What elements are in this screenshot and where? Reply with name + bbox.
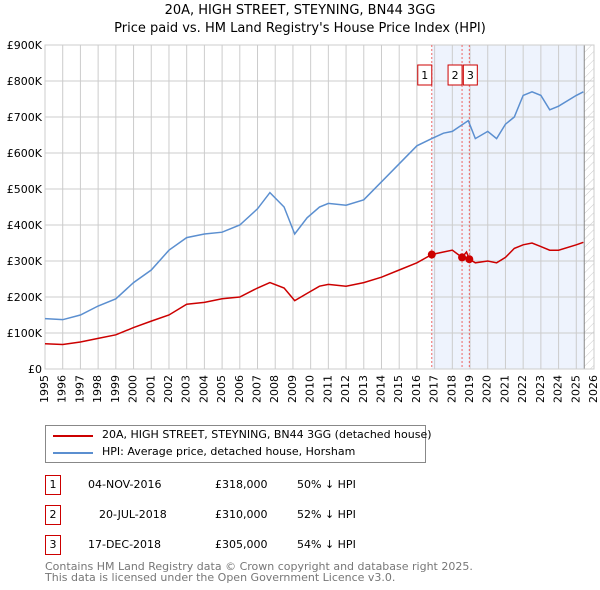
x-tick-label: 2025 (569, 375, 582, 403)
x-tick-label: 1999 (109, 375, 122, 403)
property-price-line (44, 241, 584, 346)
sale-label-box (447, 64, 463, 86)
y-tick-label: £0 (28, 363, 42, 376)
x-tick-label: 2003 (180, 375, 193, 403)
transaction-price: £318,000 (215, 478, 268, 491)
chart-subtitle: Price paid vs. HM Land Registry's House … (114, 21, 486, 36)
x-tick-label: 2020 (481, 375, 494, 403)
sale-label: 2 (452, 69, 459, 82)
transaction-price: £310,000 (215, 508, 268, 521)
x-tick-label: 2012 (339, 375, 352, 403)
x-tick-label: 2001 (144, 375, 157, 403)
x-tick-label: 2018 (445, 375, 458, 403)
x-tick-label: 2000 (127, 375, 140, 403)
shaded-region (431, 45, 585, 369)
sale-point (458, 253, 467, 262)
legend-label: 20A, HIGH STREET, STEYNING, BN44 3GG (de… (102, 428, 432, 441)
sale-label-box (462, 64, 478, 86)
x-tick-label: 2010 (304, 375, 317, 403)
x-tick-label: 2019 (463, 375, 476, 403)
transaction-date: 04-NOV-2016 (88, 478, 162, 491)
y-tick-label: £600K (7, 147, 43, 160)
x-tick-label: 2016 (410, 375, 423, 403)
sale-point (427, 250, 436, 259)
transaction-price: £305,000 (215, 538, 268, 551)
footer: Contains HM Land Registry data © Crown c… (45, 561, 473, 583)
x-tick-label: 2026 (587, 375, 600, 403)
plot: 1995 1996 1997 1998 1999 2000 2001 2002 2003 2004… (7, 39, 600, 403)
transaction-date: 17-DEC-2018 (88, 538, 162, 551)
transaction-number: 1 (45, 475, 61, 495)
sale-label: 3 (467, 69, 474, 82)
legend: 20A, HIGH STREET, STEYNING, BN44 3GG (de… (45, 425, 432, 463)
x-tick-label: 2023 (534, 375, 547, 403)
y-tick-label: £700K (7, 111, 43, 124)
transaction-hpi-diff: 54% ↓ HPI (297, 538, 356, 551)
y-tick-label: £400K (7, 219, 43, 232)
transaction-hpi-diff: 50% ↓ HPI (297, 478, 356, 491)
transaction-row: 3 17-DEC-2018 £305,000 54% ↓ HPI (45, 535, 465, 555)
y-tick-label: £500K (7, 183, 43, 196)
x-tick-label: 2013 (357, 375, 370, 403)
plot-border (44, 44, 595, 370)
x-tick-label: 2009 (286, 375, 299, 403)
x-tick-label: 2014 (374, 375, 387, 403)
sale-label-box (417, 64, 433, 86)
x-tick-label: 2021 (498, 375, 511, 403)
y-tick-label: £300K (7, 255, 43, 268)
y-tick-label: £100K (7, 327, 43, 340)
legend-label: HPI: Average price, detached house, Hors… (102, 445, 356, 458)
x-tick-label: 2004 (197, 375, 210, 403)
transaction-number: 2 (45, 505, 61, 525)
x-tick-label: 2002 (162, 375, 175, 403)
sale-point (465, 255, 474, 264)
x-tick-label: 1998 (91, 375, 104, 403)
x-tick-label: 2011 (321, 375, 334, 403)
x-tick-label: 1997 (73, 375, 86, 403)
transaction-hpi-diff: 52% ↓ HPI (297, 508, 356, 521)
transaction-row: 2 20-JUL-2018 £310,000 52% ↓ HPI (45, 505, 465, 525)
x-tick-label: 2005 (215, 375, 228, 403)
y-tick-label: £800K (7, 75, 43, 88)
x-tick-label: 2015 (392, 375, 405, 403)
transaction-row: 1 04-NOV-2016 £318,000 50% ↓ HPI (45, 475, 465, 495)
sale-label: 1 (421, 69, 428, 82)
footer-line: Contains HM Land Registry data © Crown c… (45, 560, 473, 573)
x-tick-label: 1995 (38, 375, 51, 403)
chart-title: 20A, HIGH STREET, STEYNING, BN44 3GG (164, 3, 436, 18)
y-tick-label: £200K (7, 291, 43, 304)
x-tick-label: 2008 (268, 375, 281, 403)
x-tick-label: 2017 (428, 375, 441, 403)
x-tick-label: 2024 (552, 375, 565, 403)
y-tick-label: £900K (7, 39, 43, 52)
x-tick-label: 2006 (233, 375, 246, 403)
x-tick-label: 2022 (516, 375, 529, 403)
transaction-number: 3 (45, 535, 61, 555)
footer-line: This data is licensed under the Open Gov… (45, 571, 396, 584)
transaction-date: 20-JUL-2018 (99, 508, 167, 521)
x-tick-label: 2007 (251, 375, 264, 403)
hpi-line (44, 90, 584, 321)
hatched-region (584, 45, 594, 369)
x-tick-label: 1996 (56, 375, 69, 403)
